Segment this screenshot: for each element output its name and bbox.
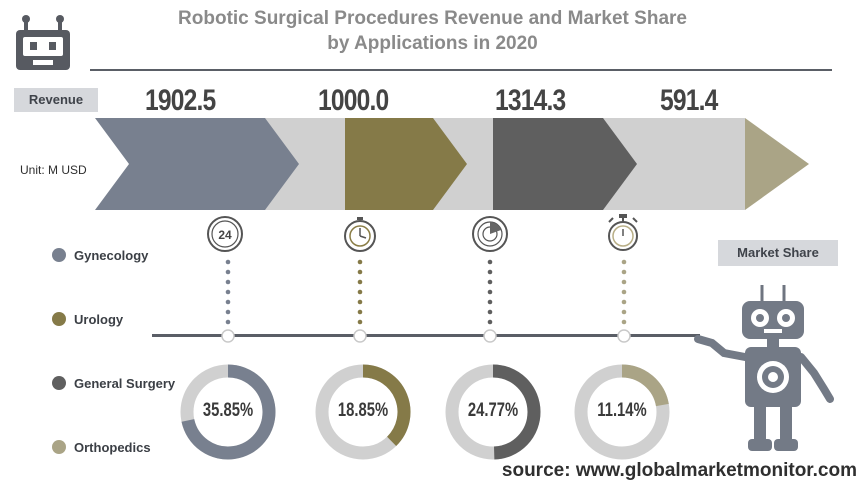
- donut-arc-urology: [362, 364, 411, 447]
- timeline-node: [617, 329, 631, 343]
- title-line-1: Robotic Surgical Procedures Revenue and …: [178, 8, 687, 29]
- connector-dot: [357, 319, 363, 325]
- connector-dot: [357, 309, 363, 315]
- connector-dot: [225, 319, 231, 325]
- timeline-node: [483, 329, 497, 343]
- robot-logo-icon: [16, 15, 70, 70]
- market-share-tag: Market Share: [718, 240, 838, 266]
- connector-dot: [487, 259, 493, 265]
- connector-dot: [487, 289, 493, 295]
- donut-arc-general-surgery: [492, 364, 541, 460]
- timer-icon: [608, 214, 638, 251]
- title-divider: [90, 69, 832, 71]
- source-credit: source: www.globalmarketmonitor.com: [501, 460, 857, 481]
- connector-dot: [487, 299, 493, 305]
- connector-dot: [487, 279, 493, 285]
- legend-label: Urology: [74, 311, 124, 327]
- connector-dot: [225, 269, 231, 275]
- connector-dot: [621, 299, 627, 305]
- connector-dot: [621, 279, 627, 285]
- chevron-track-urology: [262, 118, 345, 210]
- connector-dot: [621, 259, 627, 265]
- timeline-line: [152, 334, 700, 337]
- legend-dot-urology: [52, 312, 66, 326]
- legend-item-orthopedics: Orthopedics: [52, 438, 151, 456]
- connector-dot: [357, 289, 363, 295]
- market-share-label: 18.85%: [337, 400, 389, 421]
- connector-dot: [487, 269, 493, 275]
- legend-dot-orthopedics: [52, 440, 66, 454]
- connector-dot: [357, 279, 363, 285]
- legend-label: General Surgery: [74, 375, 176, 391]
- market-share-label: 35.85%: [202, 400, 254, 421]
- legend-dot-general-surgery: [52, 376, 66, 390]
- connector-dot: [357, 259, 363, 265]
- connector-dot: [621, 319, 627, 325]
- connector-dot: [487, 319, 493, 325]
- revenue-chevron-bar: [745, 118, 809, 210]
- title-line-2: by Applications in 2020: [327, 33, 538, 54]
- revenue-value-label: 1902.5: [145, 84, 216, 117]
- legend-item-general-surgery: General Surgery: [52, 374, 175, 392]
- legend-dot-gynecology: [52, 248, 66, 262]
- legend-item-urology: Urology: [52, 310, 123, 328]
- robot-illustration-icon: [694, 285, 834, 451]
- revenue-chevron-bar: [95, 118, 299, 210]
- market-share-label: 11.14%: [597, 400, 647, 421]
- unit-label: Unit: M USD: [20, 163, 87, 177]
- donut-arc-orthopedics: [621, 364, 669, 407]
- revenue-value-label: 1314.3: [495, 84, 566, 117]
- svg-text:24: 24: [218, 228, 232, 242]
- 24-hour-clock-icon: 24: [207, 216, 243, 252]
- revenue-value-label: 1000.0: [318, 84, 389, 117]
- legend-item-gynecology: Gynecology: [52, 246, 148, 264]
- connector-dot: [225, 289, 231, 295]
- revenue-chevron-bar: [345, 118, 467, 210]
- stopwatch-icon: [344, 217, 376, 252]
- timeline-node: [353, 329, 367, 343]
- revenue-chevron-bar: [493, 118, 637, 210]
- connector-dot: [621, 289, 627, 295]
- connector-dot: [621, 269, 627, 275]
- connector-dot: [225, 279, 231, 285]
- connector-dot: [487, 309, 493, 315]
- revenue-tag: Revenue: [14, 88, 98, 112]
- chevron-track-orthopedics: [600, 118, 745, 210]
- connector-dot: [357, 299, 363, 305]
- chart-title: Robotic Surgical Procedures Revenue and …: [0, 6, 865, 56]
- chevron-track-general-surgery: [432, 118, 493, 210]
- legend-label: Orthopedics: [74, 439, 151, 455]
- donut-arc-gynecology: [181, 364, 276, 460]
- radar-gauge-icon: [472, 216, 508, 252]
- market-share-label: 24.77%: [467, 400, 519, 421]
- legend-label: Gynecology: [74, 247, 149, 263]
- connector-dot: [225, 309, 231, 315]
- timeline-node: [221, 329, 235, 343]
- connector-dot: [225, 299, 231, 305]
- connector-dot: [621, 309, 627, 315]
- connector-dot: [357, 269, 363, 275]
- revenue-value-label: 591.4: [660, 84, 718, 117]
- connector-dot: [225, 259, 231, 265]
